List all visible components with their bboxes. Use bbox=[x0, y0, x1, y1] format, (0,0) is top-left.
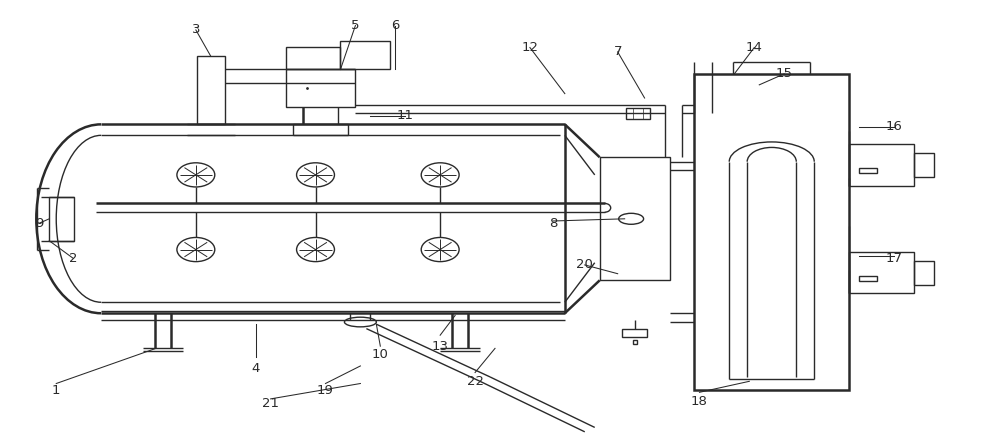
Text: 21: 21 bbox=[262, 397, 279, 410]
Text: 15: 15 bbox=[776, 67, 793, 80]
Ellipse shape bbox=[177, 163, 215, 187]
Bar bbox=[914, 153, 934, 177]
Text: 19: 19 bbox=[317, 384, 334, 396]
Text: 12: 12 bbox=[521, 41, 538, 54]
Text: 14: 14 bbox=[746, 41, 763, 54]
Text: 4: 4 bbox=[251, 362, 260, 375]
Text: 17: 17 bbox=[885, 252, 902, 265]
Ellipse shape bbox=[421, 237, 459, 262]
Text: 2: 2 bbox=[69, 252, 77, 265]
Text: 7: 7 bbox=[613, 46, 622, 58]
Text: 3: 3 bbox=[192, 23, 200, 36]
Bar bbox=[622, 329, 647, 337]
Text: 16: 16 bbox=[885, 120, 902, 133]
Text: 5: 5 bbox=[351, 19, 360, 32]
Text: 22: 22 bbox=[467, 375, 484, 388]
Text: 10: 10 bbox=[372, 348, 389, 362]
Bar bbox=[914, 260, 934, 285]
Bar bbox=[694, 74, 849, 390]
Bar bbox=[286, 46, 340, 69]
Ellipse shape bbox=[297, 163, 334, 187]
Bar bbox=[340, 41, 390, 69]
Ellipse shape bbox=[421, 163, 459, 187]
Text: 8: 8 bbox=[549, 217, 557, 230]
Bar bbox=[849, 252, 914, 293]
Bar bbox=[49, 197, 74, 241]
Bar bbox=[859, 276, 877, 281]
Text: 9: 9 bbox=[35, 217, 43, 230]
Text: 18: 18 bbox=[691, 395, 708, 408]
Bar bbox=[626, 108, 650, 118]
Bar bbox=[859, 168, 877, 173]
Ellipse shape bbox=[177, 237, 215, 262]
Text: 20: 20 bbox=[576, 259, 593, 271]
Bar bbox=[600, 157, 670, 280]
Text: 6: 6 bbox=[391, 19, 399, 32]
Text: 1: 1 bbox=[52, 384, 60, 396]
Bar bbox=[286, 69, 355, 107]
Text: 13: 13 bbox=[432, 340, 449, 353]
Ellipse shape bbox=[297, 237, 334, 262]
Ellipse shape bbox=[344, 317, 376, 327]
Text: 11: 11 bbox=[397, 109, 414, 122]
Ellipse shape bbox=[619, 213, 644, 224]
Bar bbox=[849, 144, 914, 186]
Bar bbox=[197, 56, 225, 124]
